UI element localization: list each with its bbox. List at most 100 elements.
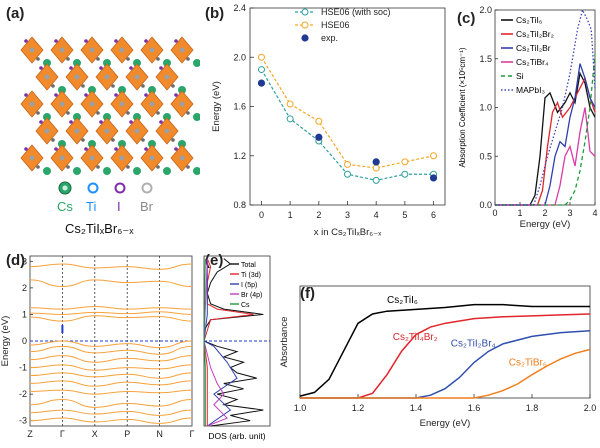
cs-atom bbox=[103, 167, 111, 175]
i-atom bbox=[24, 147, 28, 151]
cs-atom-highlight bbox=[62, 185, 68, 191]
cs-atom bbox=[193, 59, 200, 67]
legend-i: I bbox=[117, 199, 121, 214]
x-axis-label: Energy (eV) bbox=[520, 219, 571, 230]
band-line-vb6 bbox=[29, 380, 193, 387]
br-atom bbox=[186, 165, 190, 169]
i-atom bbox=[24, 39, 28, 43]
cs-atom bbox=[73, 59, 81, 67]
i-atom bbox=[129, 66, 133, 70]
i-atom bbox=[69, 66, 73, 70]
dos-line-0 bbox=[203, 258, 264, 427]
legend-cs: Cs bbox=[57, 199, 73, 214]
br-atom bbox=[111, 138, 115, 142]
data-point bbox=[344, 160, 351, 168]
cs-atom bbox=[73, 167, 81, 175]
panel-a: Cs Ti I Br Cs₂TiIₓBr₆₋ₓ bbox=[18, 36, 200, 236]
i-atom bbox=[114, 147, 118, 151]
x-tick-label: 0 bbox=[259, 210, 264, 220]
br-atom bbox=[36, 111, 40, 115]
i-atom bbox=[54, 39, 58, 43]
data-point bbox=[372, 164, 380, 172]
band-line-vb5 bbox=[29, 372, 193, 379]
absorbance-line-3 bbox=[300, 348, 591, 399]
band-line-cb5 bbox=[29, 315, 193, 322]
y-tick-label: 1.5 bbox=[479, 54, 492, 64]
cs-atom bbox=[193, 167, 200, 175]
ti-center bbox=[59, 47, 65, 53]
cs-atom bbox=[148, 140, 156, 148]
ti-center bbox=[164, 128, 170, 134]
i-atom bbox=[84, 93, 88, 97]
legend-br: Br bbox=[140, 199, 154, 214]
ti-center bbox=[89, 155, 95, 161]
x-tick-label: 1.6 bbox=[468, 403, 481, 413]
br-atom bbox=[66, 165, 70, 169]
absorption-line-3 bbox=[495, 107, 596, 206]
ti-center bbox=[74, 74, 80, 80]
i-atom bbox=[144, 39, 148, 43]
cs-atom bbox=[133, 113, 141, 121]
band-line-vb3 bbox=[29, 355, 193, 363]
band-line-vb10 bbox=[29, 417, 193, 424]
y-tick-label: -2 bbox=[19, 389, 27, 399]
i-atom bbox=[129, 120, 133, 124]
band-line-vb1 bbox=[29, 340, 193, 349]
ti-center bbox=[134, 128, 140, 134]
y-tick-label: 1.0 bbox=[479, 103, 492, 113]
k-point-label: Γ bbox=[60, 429, 65, 439]
x-tick-label: 5 bbox=[402, 210, 407, 220]
data-point bbox=[401, 158, 409, 166]
legend-label: Si bbox=[516, 71, 524, 81]
cs-atom bbox=[58, 140, 66, 148]
plot-frame bbox=[494, 9, 596, 206]
cs-atom bbox=[163, 59, 171, 67]
legend-label: Ti (3d) bbox=[241, 272, 261, 279]
y-axis-label: Energy (eV) bbox=[0, 316, 11, 367]
br-atom bbox=[171, 84, 175, 88]
data-point bbox=[257, 53, 265, 61]
ti-center bbox=[29, 101, 35, 107]
band-line-vb9 bbox=[29, 409, 193, 416]
cs-atom bbox=[163, 167, 171, 175]
cs-atom bbox=[193, 113, 200, 121]
x-tick-label: 1.2 bbox=[352, 403, 365, 413]
br-atom bbox=[66, 57, 70, 61]
exp-point bbox=[257, 79, 266, 87]
ti-center bbox=[149, 101, 155, 107]
br-atom bbox=[141, 138, 145, 142]
ti-center bbox=[164, 74, 170, 80]
x-tick-label: 1.4 bbox=[410, 403, 423, 413]
ti-center bbox=[74, 128, 80, 134]
k-point-label: Γ bbox=[190, 429, 195, 439]
legend-label: exp. bbox=[321, 33, 338, 43]
chart-c: 0.0 0.5 1.0 1.5 2.0 0 1 2 3 4 Energy (eV) Absorptio… bbox=[458, 5, 598, 230]
legend-label: Cs₂TiI₆ bbox=[516, 15, 542, 25]
i-atom bbox=[54, 93, 58, 97]
data-point bbox=[430, 152, 438, 160]
i-atom bbox=[174, 147, 178, 151]
y-axis-label: Absorption Coefficient (×10⁵cm⁻¹) bbox=[458, 47, 467, 167]
series-label-0: Cs₂TiI₆ bbox=[387, 295, 418, 306]
cs-atom bbox=[103, 59, 111, 67]
i-atom bbox=[159, 66, 163, 70]
legend-ti: Ti bbox=[86, 199, 96, 214]
i-atom bbox=[159, 120, 163, 124]
br-atom bbox=[156, 111, 160, 115]
panel-label-b: (b) bbox=[205, 5, 225, 22]
cs-atom bbox=[58, 86, 66, 94]
cs-atom bbox=[133, 167, 141, 175]
x-tick-label: 2 bbox=[542, 208, 547, 218]
legend-marker bbox=[301, 21, 309, 29]
absorbance-line-0 bbox=[299, 303, 590, 397]
legend-label: HSE06 bbox=[321, 20, 350, 30]
i-atom bbox=[69, 120, 73, 124]
absorption-line-4 bbox=[495, 53, 596, 206]
x-axis-label: Energy (eV) bbox=[420, 418, 471, 429]
y-tick-label: 0.0 bbox=[479, 200, 492, 210]
i-atom bbox=[144, 93, 148, 97]
x-axis-label: DOS (arb. unit) bbox=[208, 431, 265, 441]
br-atom bbox=[156, 57, 160, 61]
br-atom bbox=[156, 165, 160, 169]
chart-b: 0.8 1.2 1.6 2.0 2.4 0 1 2 3 4 5 6 x in Cs₂TiIₓBr₆₋ₓ E… bbox=[211, 3, 446, 238]
